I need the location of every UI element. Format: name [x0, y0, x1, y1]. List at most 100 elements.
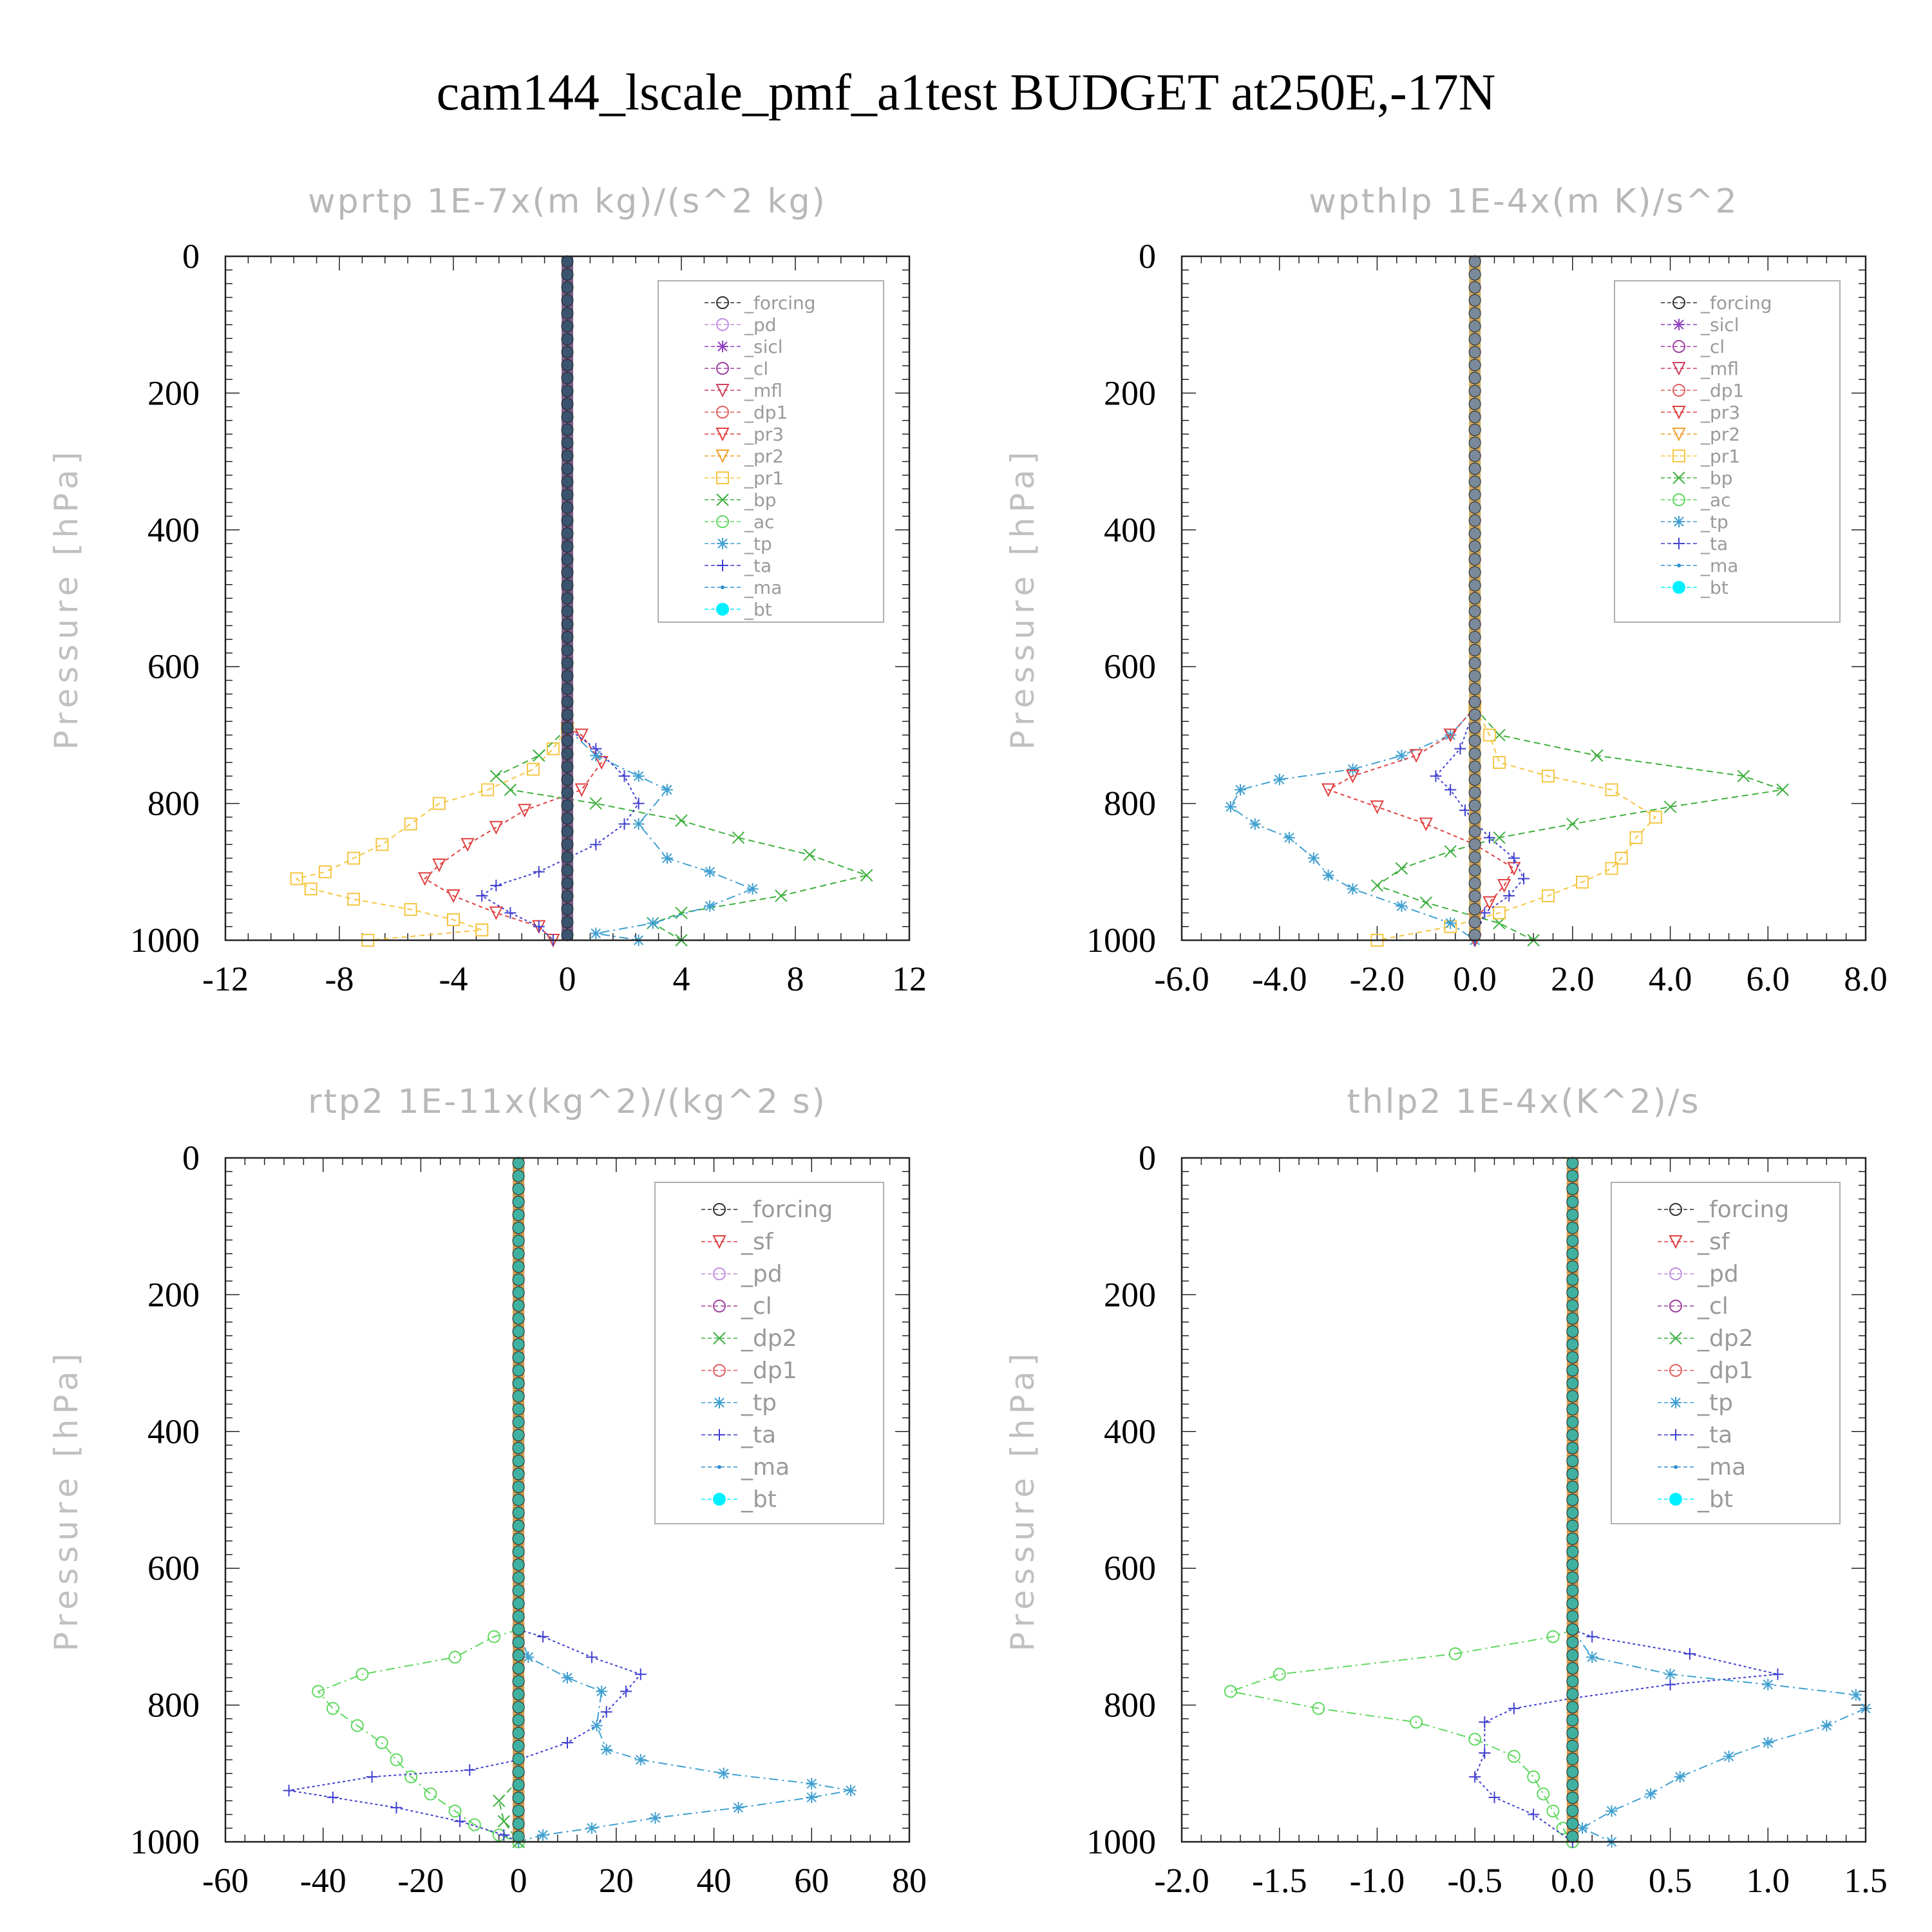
- center-marker: [1468, 410, 1481, 423]
- center-marker: [1468, 384, 1481, 397]
- data-point: [1591, 749, 1604, 762]
- center-marker: [1468, 540, 1481, 553]
- center-marker: [512, 1532, 525, 1545]
- panel-rtp2: rtp2 1E-11x(kg^2)/(kg^2 s) Pressure [hPa]…: [48, 1083, 927, 1900]
- series-line: [1572, 1629, 1867, 1842]
- legend-swatch-marker: [716, 362, 729, 375]
- legend-swatch-marker: [715, 450, 730, 464]
- data-point: [717, 1767, 730, 1779]
- data-point: [562, 1672, 573, 1684]
- series-line: [424, 727, 603, 941]
- legend-entry: _ma: [744, 577, 782, 598]
- data-point: [460, 838, 475, 852]
- center-marker: [1566, 1701, 1579, 1714]
- data-point: [418, 872, 432, 886]
- center-marker: [512, 1299, 525, 1312]
- data-point: [1482, 896, 1497, 910]
- center-marker: [561, 372, 574, 384]
- y-tick-label: 800: [1104, 1686, 1156, 1725]
- center-marker: [512, 1623, 525, 1636]
- center-marker: [1566, 1481, 1579, 1493]
- center-marker: [512, 1338, 525, 1351]
- series-ta: [1469, 1624, 1784, 1848]
- data-point: [1586, 1651, 1598, 1663]
- data-point: [1443, 728, 1457, 743]
- data-point: [1497, 879, 1511, 893]
- legend-entry: _sf: [1697, 1229, 1730, 1255]
- data-point: [1664, 1678, 1676, 1690]
- series-bp: [489, 722, 873, 947]
- x-tick-label: 0.0: [1453, 960, 1497, 998]
- data-point: [1493, 755, 1506, 769]
- x-tick-label: -1.0: [1350, 1861, 1405, 1900]
- data-point: [1762, 1737, 1774, 1749]
- data-point: [1674, 1771, 1686, 1783]
- legend-entry: _cl: [1697, 1293, 1728, 1320]
- center-marker: [561, 333, 574, 346]
- legend-swatch-marker: [1669, 1267, 1682, 1280]
- center-marker: [512, 1610, 525, 1623]
- center-marker: [561, 670, 574, 683]
- data-point: [844, 1785, 857, 1797]
- data-point: [327, 1791, 339, 1803]
- series-tp: [513, 1624, 857, 1848]
- center-marker: [561, 799, 574, 812]
- series-pr1: [1370, 701, 1662, 947]
- center-marker: [1468, 255, 1481, 268]
- legend-entry: _dp2: [741, 1325, 797, 1352]
- center-marker: [1468, 890, 1481, 903]
- center-marker: [1566, 1675, 1579, 1688]
- data-point: [1444, 784, 1457, 796]
- legend-entry: _tp: [1700, 511, 1728, 533]
- data-point: [775, 889, 788, 902]
- center-marker: [561, 514, 574, 527]
- legend-swatch-marker: [1672, 362, 1686, 376]
- center-marker: [1566, 1649, 1579, 1662]
- center-marker: [512, 1662, 525, 1674]
- center-marker: [561, 579, 574, 592]
- tick-marks: [225, 1157, 910, 1842]
- legend-entry: _ta: [741, 1422, 776, 1448]
- center-marker: [561, 255, 574, 268]
- center-marker: [1468, 424, 1481, 436]
- center-marker: [1566, 1752, 1579, 1765]
- data-point: [661, 852, 673, 864]
- center-marker: [561, 346, 574, 359]
- data-point: [1370, 800, 1385, 815]
- data-point: [489, 820, 503, 835]
- plot-frame: [224, 255, 911, 942]
- data-point: [1249, 818, 1261, 830]
- legend-swatch-marker: [717, 538, 728, 549]
- data-point: [1663, 800, 1677, 813]
- data-point: [1370, 879, 1384, 892]
- data-point: [1776, 783, 1789, 797]
- series-bp: [1370, 701, 1789, 947]
- center-marker: [561, 450, 574, 462]
- data-point: [1508, 1702, 1520, 1714]
- center-marker: [512, 1584, 525, 1597]
- legend-swatch-marker: [712, 1235, 726, 1249]
- legend-entry: _mfl: [1700, 358, 1739, 379]
- center-marker: [561, 864, 574, 876]
- center-marker: [512, 1428, 525, 1441]
- data-point: [594, 755, 609, 770]
- data-point: [1430, 770, 1442, 782]
- center-marker: [512, 1351, 525, 1364]
- center-marker: [1566, 1273, 1579, 1286]
- center-marker: [512, 1182, 525, 1195]
- legend: _forcing _sf _pd _cl _dp2 _dp1 _tp _ta _ma _bt: [1611, 1182, 1841, 1524]
- legend-swatch-marker: [1672, 450, 1685, 462]
- data-point: [1488, 1791, 1501, 1803]
- center-marker: [1566, 1416, 1579, 1428]
- center-column: [1468, 255, 1481, 942]
- y-tick-label: 400: [147, 1412, 200, 1451]
- panel-title: wpthlp 1E-4x(m K)/s^2: [1309, 182, 1739, 221]
- center-marker: [512, 1442, 525, 1455]
- center-marker: [512, 1170, 525, 1182]
- data-point: [1528, 1808, 1540, 1821]
- center-column: [512, 1157, 525, 1843]
- center-marker: [561, 605, 574, 618]
- legend-swatch-marker: [713, 1267, 726, 1280]
- data-point: [596, 1685, 608, 1698]
- center-marker: [512, 1765, 525, 1778]
